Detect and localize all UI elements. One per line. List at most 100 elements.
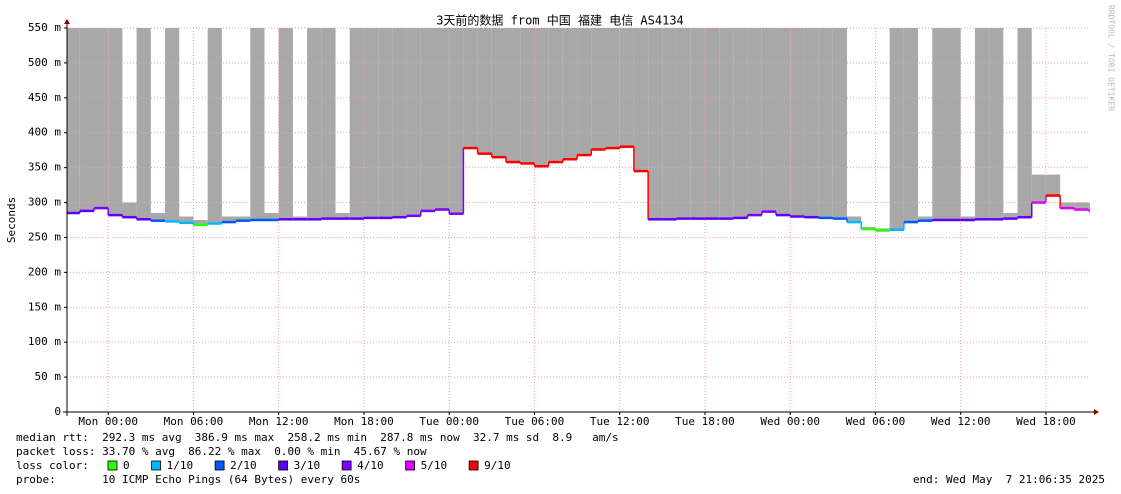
smoke-bar — [889, 28, 904, 230]
x-tick-label: Wed 00:00 — [760, 415, 820, 428]
x-tick-label: Tue 06:00 — [505, 415, 565, 428]
smoke-bar — [1060, 202, 1075, 209]
smoke-bar — [662, 28, 677, 220]
y-tick-label: 550 m — [28, 21, 61, 34]
y-tick-label: 150 m — [28, 300, 61, 313]
legend-swatch — [341, 460, 352, 471]
legend-title: loss color: — [16, 459, 89, 472]
y-tick-label: 0 — [54, 405, 61, 418]
smoke-bar — [790, 28, 805, 217]
x-tick-label: Wed 12:00 — [931, 415, 991, 428]
plot-area — [67, 28, 1090, 231]
x-tick-label: Mon 12:00 — [249, 415, 309, 428]
smoke-bar — [775, 28, 791, 216]
smoke-bar — [676, 28, 691, 219]
legend-label: 4/10 — [357, 459, 384, 472]
legend-label: 2/10 — [230, 459, 257, 472]
smoke-bar — [1088, 202, 1090, 211]
smoke-bar — [349, 28, 364, 219]
smoke-bar — [704, 28, 720, 219]
smoke-bar — [165, 28, 180, 222]
smoke-bar — [733, 28, 748, 218]
smoke-bar — [79, 28, 94, 211]
x-tick-label: Wed 06:00 — [846, 415, 906, 428]
smoke-bar — [832, 28, 848, 219]
smoke-bar — [122, 202, 137, 218]
smoke-bar — [918, 216, 933, 221]
watermark: RRDTOOL / TOBI OETIKER — [1107, 5, 1116, 111]
smoke-bar — [989, 28, 1004, 220]
smoke-bar — [903, 28, 919, 223]
smoke-bar — [648, 28, 663, 220]
smoke-bar — [548, 28, 563, 163]
y-tick-label: 200 m — [28, 265, 61, 278]
smoke-bar — [932, 28, 947, 220]
legend-label: 1/10 — [167, 459, 194, 472]
smoke-bar — [221, 216, 237, 223]
smoke-bar — [591, 28, 606, 150]
legend-swatch — [107, 460, 118, 471]
y-tick-label: 500 m — [28, 56, 61, 69]
y-tick-label: 50 m — [35, 370, 62, 383]
legend-swatch — [214, 460, 225, 471]
smoke-bar — [392, 28, 407, 218]
smoke-bar — [434, 28, 450, 210]
smoke-bar — [562, 28, 578, 160]
smoke-bar — [1017, 28, 1032, 218]
smoke-bar — [307, 28, 322, 220]
chart-title: 3天前的数据 from 中国 福建 电信 AS4134 — [436, 13, 684, 28]
smoke-bar — [193, 220, 208, 225]
smoke-bar — [491, 28, 507, 158]
x-axis-arrow — [1094, 409, 1099, 415]
legend-swatch — [278, 460, 289, 471]
smoke-bar — [108, 28, 123, 216]
x-tick-label: Mon 00:00 — [78, 415, 138, 428]
y-axis-label: Seconds — [5, 197, 18, 243]
smoke-bar — [605, 28, 620, 149]
smoke-bar — [960, 216, 975, 220]
stats-line: median rtt: 292.3 ms avg 386.9 ms max 25… — [16, 431, 619, 444]
smoke-bar — [719, 28, 734, 219]
smoke-bar — [136, 28, 151, 220]
x-tick-label: Tue 12:00 — [590, 415, 650, 428]
smoke-bar — [278, 28, 293, 220]
smoke-bar — [1031, 174, 1046, 203]
x-tick-label: Mon 18:00 — [334, 415, 394, 428]
smoke-bar — [363, 28, 379, 218]
smoke-bar — [463, 28, 478, 149]
y-tick-label: 250 m — [28, 230, 61, 243]
smoke-bar — [477, 28, 492, 154]
smoke-bar — [93, 28, 109, 209]
smoke-bar — [506, 28, 521, 163]
probe-info: probe: 10 ICMP Echo Pings (64 Bytes) eve… — [16, 473, 360, 486]
smoke-bar — [804, 28, 819, 218]
smoke-bar — [292, 216, 308, 220]
y-tick-label: 300 m — [28, 196, 61, 209]
smoke-bar — [619, 28, 634, 147]
smoke-bar — [1045, 174, 1061, 196]
smoke-bar — [1003, 213, 1018, 219]
legend-swatch — [405, 460, 416, 471]
smoke-bar — [946, 28, 961, 220]
legend-swatch — [468, 460, 479, 471]
smoke-bar — [974, 28, 990, 220]
y-axis-arrow — [64, 19, 70, 24]
smoke-bar — [321, 28, 336, 219]
smoke-bar — [633, 28, 649, 172]
smoke-bar — [236, 216, 251, 221]
legend-label: 5/10 — [421, 459, 448, 472]
x-tick-label: Mon 06:00 — [164, 415, 224, 428]
smoke-bar — [1074, 202, 1089, 210]
legend-label: 0 — [123, 459, 130, 472]
smoke-bar — [67, 28, 80, 214]
smoke-bar — [761, 28, 776, 212]
smoke-bar — [378, 28, 393, 218]
smoke-bar — [406, 28, 421, 216]
smoke-bar — [335, 213, 350, 219]
x-tick-label: Tue 00:00 — [419, 415, 479, 428]
x-tick-label: Tue 18:00 — [675, 415, 735, 428]
smoke-bar — [420, 28, 435, 211]
y-tick-label: 350 m — [28, 161, 61, 174]
legend-label: 9/10 — [484, 459, 511, 472]
